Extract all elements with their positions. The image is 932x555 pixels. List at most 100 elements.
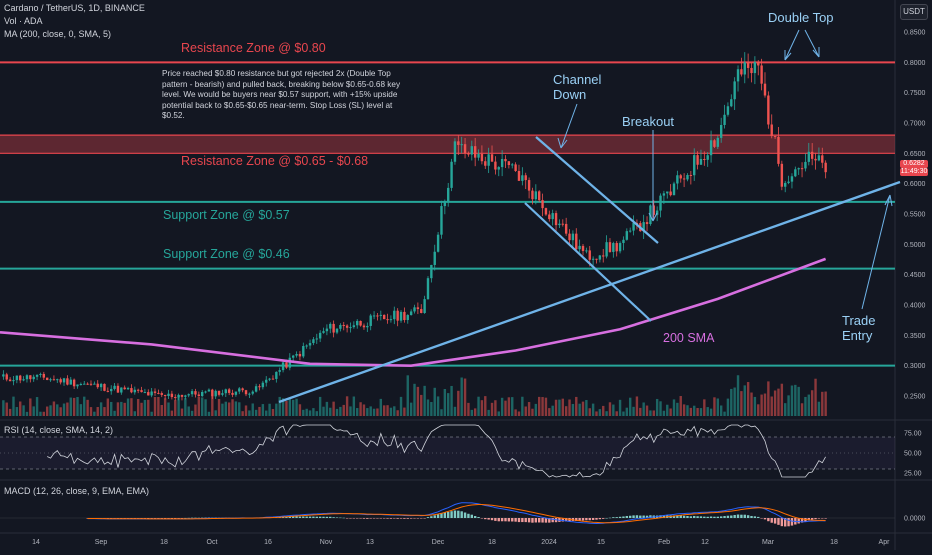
y-tick-label: 0.8000	[904, 60, 926, 67]
candle-body	[271, 378, 275, 380]
volume-bar	[217, 398, 221, 416]
candle-body	[52, 379, 56, 381]
candle-body	[362, 325, 366, 328]
candle-body	[467, 153, 470, 155]
macd-histogram-bar	[322, 516, 325, 518]
macd-histogram-bar	[588, 518, 591, 521]
volume-bar	[194, 404, 197, 416]
candle-body	[86, 383, 89, 385]
rsi-tick-label: 25.00	[904, 471, 922, 478]
volume-bar	[581, 401, 585, 416]
macd-histogram-bar	[436, 514, 440, 518]
volume-bar	[463, 378, 467, 416]
volume-bar	[59, 407, 62, 416]
candle-body	[386, 319, 389, 321]
volume-bar	[79, 404, 83, 416]
candle-body	[2, 374, 5, 377]
volume-bar	[770, 396, 773, 416]
volume-bar	[396, 410, 399, 416]
candle-body	[5, 374, 8, 380]
candle-body	[83, 383, 86, 385]
breakout-arrow	[648, 130, 658, 222]
macd-histogram-bar	[369, 518, 372, 519]
volume-bar	[345, 396, 349, 416]
candle-body	[817, 155, 821, 161]
macd-histogram-bar	[453, 510, 457, 518]
x-tick-label: 14	[32, 539, 40, 546]
macd-histogram-bar	[413, 518, 416, 519]
volume-bar	[184, 398, 187, 416]
candle-body	[440, 206, 443, 235]
candle-body	[770, 124, 773, 137]
macd-histogram-bar	[551, 518, 554, 523]
candle-body	[527, 180, 531, 191]
volume-bar	[62, 403, 66, 416]
x-tick-label: 12	[701, 539, 709, 546]
macd-histogram-bar	[497, 518, 500, 522]
volume-bar	[773, 390, 777, 416]
candle-body	[103, 383, 106, 391]
macd-histogram-bar	[318, 516, 322, 518]
macd-histogram-bar	[659, 515, 662, 518]
candle-body	[534, 191, 538, 200]
volume-bar	[645, 405, 649, 416]
volume-bar	[571, 403, 575, 416]
candle-body	[79, 384, 83, 386]
volume-bar	[318, 396, 322, 416]
candle-body	[265, 379, 268, 383]
macd-histogram-bar	[386, 518, 389, 519]
candle-body	[659, 195, 662, 211]
volume-bar	[83, 396, 86, 416]
candle-body	[548, 214, 551, 220]
x-tick-label: Feb	[658, 539, 670, 546]
volume-bar	[558, 399, 561, 416]
macd-histogram-bar	[602, 518, 605, 519]
candle-body	[430, 264, 433, 279]
volume-bar	[386, 405, 389, 416]
macd-histogram-bar	[194, 517, 197, 519]
volume-bar	[659, 401, 662, 416]
macd-histogram-bar	[750, 515, 753, 518]
macd-histogram-bar	[821, 518, 824, 519]
candle-body	[568, 233, 571, 241]
trade-entry-line2: Entry	[842, 328, 873, 343]
volume-bar	[315, 411, 318, 416]
volume-bar	[500, 397, 504, 416]
volume-bar	[457, 390, 460, 416]
volume-bar	[662, 410, 666, 416]
macd-histogram-bar	[706, 516, 709, 518]
candle-body	[500, 158, 504, 168]
volume-bar	[248, 410, 251, 416]
candle-body	[591, 258, 595, 260]
macd-histogram-bar	[693, 515, 696, 518]
candle-body	[628, 230, 632, 232]
candle-body	[69, 379, 72, 385]
volume-bar	[460, 377, 463, 416]
candle-body	[618, 243, 622, 252]
macd-histogram-bar	[376, 518, 379, 519]
candle-body	[261, 382, 265, 388]
volume-bar	[278, 396, 281, 416]
volume-bar	[133, 411, 136, 416]
candle-body	[538, 191, 541, 201]
volume-bar	[450, 385, 453, 416]
macd-histogram-bar	[484, 518, 487, 520]
volume-bar	[150, 411, 153, 416]
x-tick-label: 2024	[541, 539, 557, 546]
volume-bar	[595, 411, 598, 416]
candle-body	[382, 314, 386, 320]
x-tick-label: 16	[264, 539, 272, 546]
candle-body	[706, 155, 709, 160]
volume-bar	[96, 407, 99, 416]
candle-body	[254, 386, 258, 392]
candle-body	[187, 394, 190, 396]
y-tick-label: 0.4000	[904, 303, 926, 310]
volume-bar	[757, 404, 760, 416]
macd-histogram-bar	[615, 517, 618, 518]
candle-body	[15, 375, 19, 381]
candle-body	[457, 141, 460, 145]
currency-button[interactable]: USDT	[900, 4, 928, 20]
macd-histogram-bar	[382, 518, 386, 519]
